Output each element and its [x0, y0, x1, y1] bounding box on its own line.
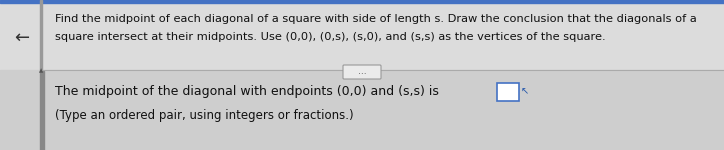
Bar	[0, 70, 724, 150]
Text: ▲: ▲	[39, 68, 43, 73]
Text: ←: ←	[14, 29, 30, 47]
Text: square intersect at their midpoints. Use (0,0), (0,s), (s,0), and (s,s) as the v: square intersect at their midpoints. Use…	[55, 32, 605, 42]
Text: ↖: ↖	[521, 86, 529, 96]
Text: The midpoint of the diagonal with endpoints (0,0) and (s,s) is: The midpoint of the diagonal with endpoi…	[55, 85, 439, 99]
Bar	[0, 0, 724, 3]
FancyBboxPatch shape	[343, 65, 381, 79]
Bar	[0, 0, 724, 70]
Text: (Type an ordered pair, using integers or fractions.): (Type an ordered pair, using integers or…	[55, 108, 353, 122]
Text: ...: ...	[358, 68, 366, 76]
FancyBboxPatch shape	[497, 83, 519, 101]
Bar	[40, 0, 41, 72]
Text: Find the midpoint of each diagonal of a square with side of length s. Draw the c: Find the midpoint of each diagonal of a …	[55, 14, 696, 24]
Bar	[40, 71, 44, 150]
